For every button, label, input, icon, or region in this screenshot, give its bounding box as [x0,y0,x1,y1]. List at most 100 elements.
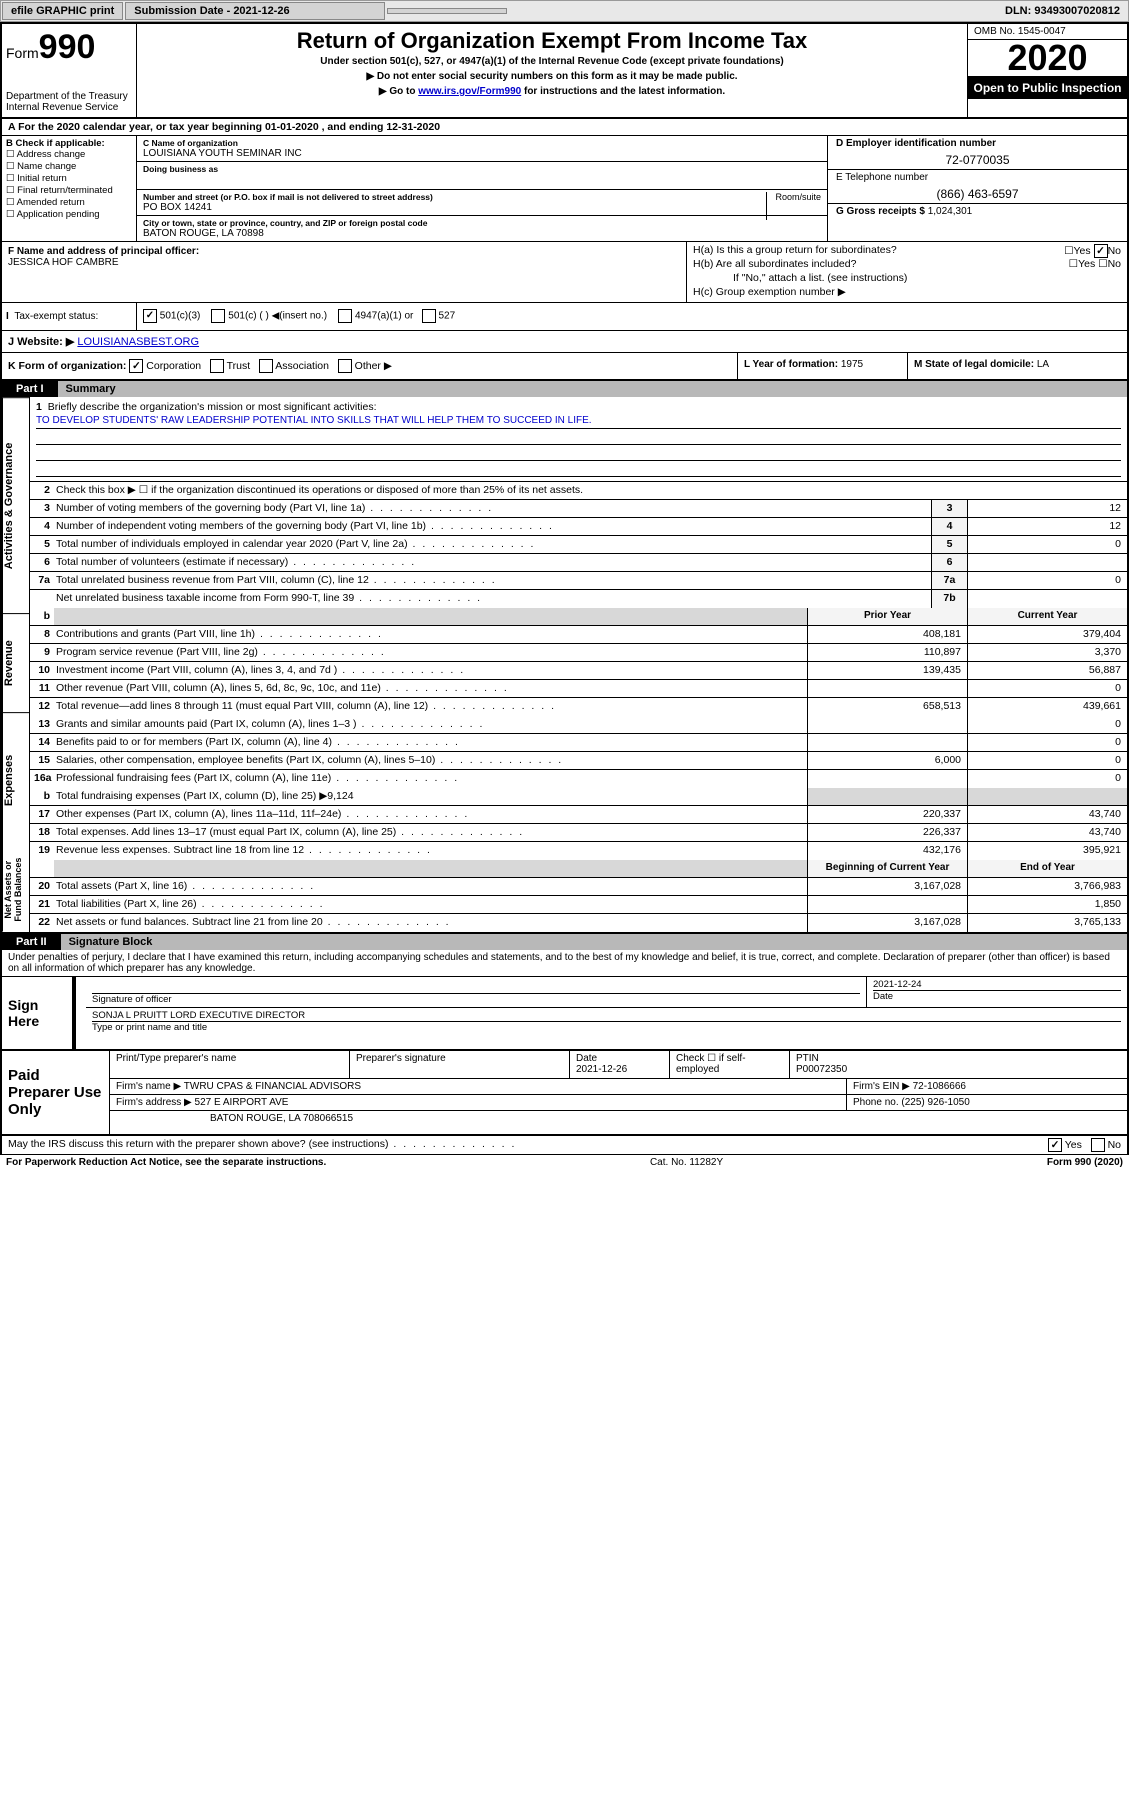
summary-row: 13 Grants and similar amounts paid (Part… [30,716,1127,734]
chk-name[interactable]: ☐ Name change [6,161,132,172]
irs-no-label: No [1108,1139,1121,1151]
firm-ein-val: 72-1086666 [913,1081,966,1092]
row-curr: 3,766,983 [967,878,1127,895]
line-b-row: b Total fundraising expenses (Part IX, c… [30,788,1127,806]
sig-declaration: Under penalties of perjury, I declare th… [0,950,1129,977]
summary-row: 4 Number of independent voting members o… [30,518,1127,536]
ha-no-check[interactable] [1094,244,1108,258]
row-text: Professional fundraising fees (Part IX, … [54,770,807,788]
irs-yes-check[interactable] [1048,1138,1062,1152]
summary-row: 18 Total expenses. Add lines 13–17 (must… [30,824,1127,842]
irs-link[interactable]: www.irs.gov/Form990 [418,86,521,97]
chk-other[interactable] [338,359,352,373]
tax-exempt-opts: 501(c)(3) 501(c) ( ) ◀(insert no.) 4947(… [137,303,1127,330]
row-num: 22 [30,914,54,932]
firm-phone-val: (225) 926-1050 [901,1097,969,1108]
row-text: Grants and similar amounts paid (Part IX… [54,716,807,733]
row-prior: 110,897 [807,644,967,661]
officer-name: JESSICA HOF CAMBRE [8,257,119,268]
summary-row: 9 Program service revenue (Part VIII, li… [30,644,1127,662]
block-j: J Website: ▶ LOUISIANASBEST.ORG [0,331,1129,353]
block-l: L Year of formation: 1975 [737,353,907,379]
domicile-val: LA [1037,359,1049,370]
row-val [967,554,1127,571]
sig-name-cell: SONJA L PRUITT LORD EXECUTIVE DIRECTOR T… [86,1008,1127,1035]
row-text: Total liabilities (Part X, line 26) [54,896,807,913]
nh-blank [54,860,807,877]
header-left: Form990 Department of the Treasury Inter… [2,24,137,117]
summary-row: 20 Total assets (Part X, line 16) 3,167,… [30,878,1127,896]
row-num: 12 [30,698,54,716]
pp-self-cell: Check ☐ if self-employed [670,1051,790,1078]
row-prior [807,680,967,697]
sig-date-label: Date [873,990,1121,1002]
nh-num [30,860,54,877]
chk-addr[interactable]: ☐ Address change [6,149,132,160]
chk-final[interactable]: ☐ Final return/terminated [6,185,132,196]
row-text: Benefits paid to or for members (Part IX… [54,734,807,751]
row-text: Number of independent voting members of … [54,518,931,535]
note2-post: for instructions and the latest informat… [521,86,725,97]
block-m: M State of legal domicile: LA [907,353,1127,379]
row-curr: 43,740 [967,806,1127,823]
chk-initial[interactable]: ☐ Initial return [6,173,132,184]
chk-trust[interactable] [210,359,224,373]
row-box: 3 [931,500,967,517]
header-right: OMB No. 1545-0047 2020 Open to Public In… [967,24,1127,117]
row-num: 3 [30,500,54,517]
prior-header: Prior Year [807,608,967,625]
tax-year: 2020 [968,40,1127,77]
row-curr: 0 [967,752,1127,769]
row-num: 10 [30,662,54,679]
row-val: 12 [967,500,1127,517]
submission-date-button[interactable]: Submission Date - 2021-12-26 [125,2,385,20]
org-name-row: C Name of organization LOUISIANA YOUTH S… [137,136,827,162]
row-prior: 226,337 [807,824,967,841]
chk-pending[interactable]: ☐ Application pending [6,209,132,220]
row-curr: 0 [967,734,1127,751]
row-prior: 658,513 [807,698,967,716]
ha-label: H(a) Is this a group return for subordin… [693,244,897,256]
row-curr: 0 [967,716,1127,733]
lb-prior [807,788,967,805]
chk-501c[interactable] [211,309,225,323]
chk-501c3[interactable] [143,309,157,323]
city-label: City or town, state or province, country… [143,218,821,228]
irs-no-check[interactable] [1091,1138,1105,1152]
row-box: 5 [931,536,967,553]
row-val [967,590,1127,608]
city-row: City or town, state or province, country… [137,216,827,241]
summary-row: 14 Benefits paid to or for members (Part… [30,734,1127,752]
website-link[interactable]: LOUISIANASBEST.ORG [77,336,199,348]
ha-yes: Yes [1074,245,1091,257]
q1-text: TO DEVELOP STUDENTS' RAW LEADERSHIP POTE… [36,415,1121,429]
firm-addr-label: Firm's address ▶ [116,1097,192,1108]
chk-amended[interactable]: ☐ Amended return [6,197,132,208]
footer-left: For Paperwork Reduction Act Notice, see … [6,1157,326,1168]
row-num: 15 [30,752,54,769]
row-num: 6 [30,554,54,571]
officer-label: F Name and address of principal officer: [8,246,199,257]
ha-no: No [1108,245,1121,257]
row-text: Total revenue—add lines 8 through 11 (mu… [54,698,807,716]
row-num: 17 [30,806,54,823]
efile-button[interactable]: efile GRAPHIC print [2,2,123,20]
chk-assoc[interactable] [259,359,273,373]
row-curr: 0 [967,770,1127,788]
row-num: 18 [30,824,54,841]
row-prior: 6,000 [807,752,967,769]
chk-corp[interactable] [129,359,143,373]
row-box: 7b [931,590,967,608]
assoc-label: Association [275,360,329,372]
chk-4947[interactable] [338,309,352,323]
paid-prep-block: Paid Preparer Use Only Print/Type prepar… [0,1051,1129,1136]
sig-date-cell: 2021-12-24 Date [867,977,1127,1007]
block-fh: F Name and address of principal officer:… [0,242,1129,303]
summary-row: 8 Contributions and grants (Part VIII, l… [30,626,1127,644]
row-text: Number of voting members of the governin… [54,500,931,517]
row-prior: 408,181 [807,626,967,643]
firm-ein-label: Firm's EIN ▶ [853,1081,910,1092]
firm-name-cell: Firm's name ▶ TWRU CPAS & FINANCIAL ADVI… [110,1079,847,1094]
blank-button[interactable] [387,8,507,14]
chk-527[interactable] [422,309,436,323]
